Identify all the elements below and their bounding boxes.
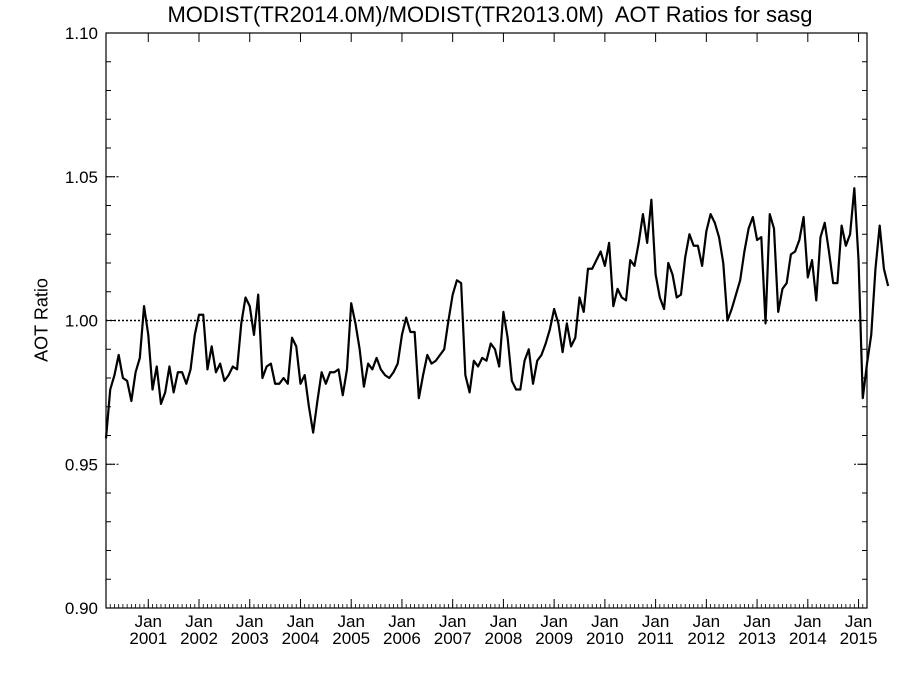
x-tick-label-month: Jan <box>693 612 720 631</box>
x-tick-label-year: 2015 <box>840 629 878 648</box>
x-tick-label-month: Jan <box>388 612 415 631</box>
x-tick-label-year: 2008 <box>484 629 522 648</box>
series-line-0 <box>104 187 890 439</box>
x-tick-label-month: Jan <box>490 612 517 631</box>
x-tick-label-year: 2014 <box>789 629 827 648</box>
x-tick-label-month: Jan <box>338 612 365 631</box>
x-tick-label-year: 2005 <box>332 629 370 648</box>
x-tick-label-year: 2006 <box>383 629 421 648</box>
y-tick-labels: 0.90 0.95 1.00 1.05 1.10 <box>65 24 98 618</box>
x-tick-label-year: 2007 <box>434 629 472 648</box>
y-tick-label: 1.00 <box>65 312 98 331</box>
x-tick-label-month: Jan <box>439 612 466 631</box>
x-tick-label-year: 2003 <box>231 629 269 648</box>
x-tick-label-year: 2001 <box>129 629 167 648</box>
y-tick-label: 0.95 <box>65 455 98 474</box>
x-tick-label-year: 2010 <box>586 629 624 648</box>
y-tick-label: 1.05 <box>65 168 98 187</box>
x-tick-label-year: 2004 <box>282 629 320 648</box>
x-tick-label-year: 2011 <box>637 629 674 648</box>
x-tick-label-month: Jan <box>642 612 669 631</box>
x-tick-label-month: Jan <box>185 612 212 631</box>
series-layer <box>104 187 890 439</box>
tick-layer <box>105 32 868 609</box>
x-tick-label-month: Jan <box>591 612 618 631</box>
x-tick-label-month: Jan <box>135 612 162 631</box>
x-tick-label-year: 2009 <box>535 629 573 648</box>
x-tick-label-year: 2002 <box>180 629 218 648</box>
x-tick-label-month: Jan <box>845 612 872 631</box>
x-tick-labels: Jan2001Jan2002Jan2003Jan2004Jan2005Jan20… <box>129 612 877 648</box>
x-tick-label-year: 2013 <box>738 629 776 648</box>
x-tick-label-month: Jan <box>236 612 263 631</box>
plot-frame <box>105 32 868 609</box>
y-tick-label: 0.90 <box>65 599 98 618</box>
x-tick-label-month: Jan <box>540 612 567 631</box>
x-tick-label-month: Jan <box>794 612 821 631</box>
x-tick-label-month: Jan <box>743 612 770 631</box>
x-tick-label-month: Jan <box>287 612 314 631</box>
y-tick-label: 1.10 <box>65 24 98 43</box>
chart-title: MODIST(TR2014.0M)/MODIST(TR2013.0M) AOT … <box>167 2 813 27</box>
x-tick-label-year: 2012 <box>687 629 725 648</box>
